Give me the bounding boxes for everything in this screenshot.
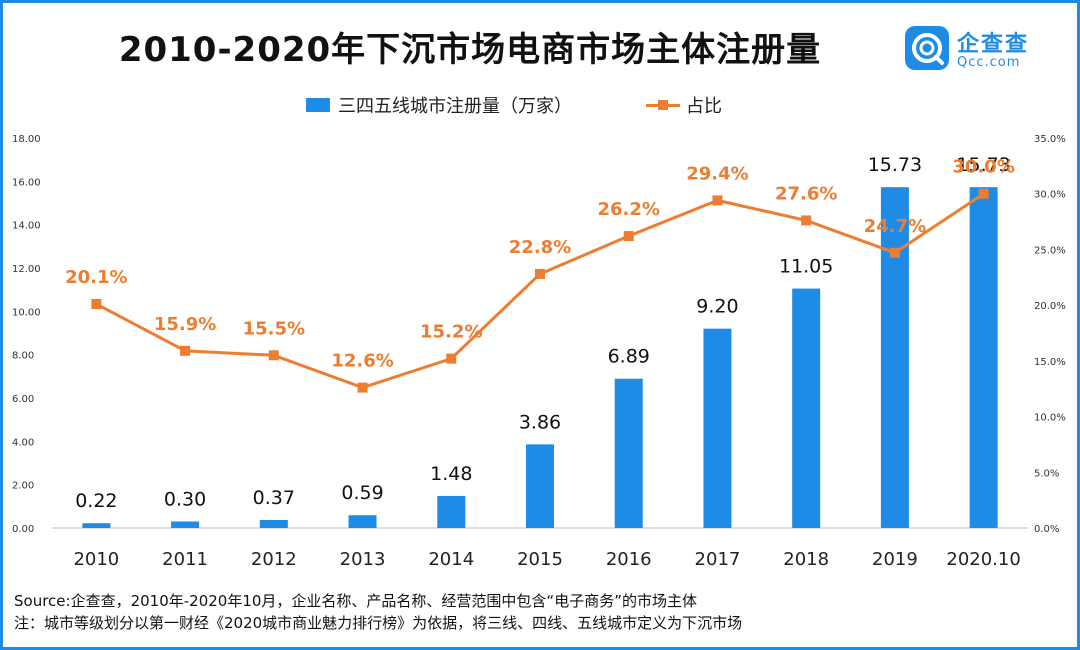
x-tick-label: 2010	[73, 549, 119, 570]
chart-footer: Source:企查查，2010年-2020年10月，企业名称、产品名称、经营范围…	[14, 590, 742, 634]
share-point	[91, 299, 102, 310]
share-value-label: 29.4%	[686, 163, 748, 184]
bar	[969, 187, 998, 528]
x-tick-label: 2013	[340, 549, 386, 570]
share-point	[623, 231, 634, 242]
y-right-tick-label: 10.0%	[1034, 413, 1066, 424]
brand-logo-icon	[905, 26, 949, 70]
chart-title: 2010-2020年下沉市场电商市场主体注册量	[118, 30, 822, 70]
y-left-tick-label: 8.00	[12, 351, 34, 362]
share-value-label: 15.2%	[420, 322, 482, 343]
x-tick-label: 2017	[695, 549, 741, 570]
y-left-tick-label: 4.00	[12, 437, 34, 448]
y-left-tick-label: 12.00	[12, 264, 41, 275]
share-value-label: 12.6%	[331, 351, 393, 372]
share-value-label: 27.6%	[775, 183, 837, 204]
bar	[792, 288, 821, 528]
share-point	[268, 350, 279, 361]
bar-value-label: 0.59	[341, 482, 383, 504]
brand-logo: 企查查 Qcc.com	[905, 26, 1065, 74]
share-value-label: 22.8%	[509, 237, 571, 258]
x-tick-label: 2018	[783, 549, 829, 570]
legend-item-line: 占比	[646, 93, 722, 117]
share-point	[446, 353, 457, 364]
share-value-label: 24.7%	[864, 216, 926, 237]
bar-value-label: 15.73	[956, 154, 1010, 176]
y-right-tick-label: 35.0%	[1034, 134, 1066, 145]
share-point	[978, 188, 989, 199]
bar	[880, 187, 909, 528]
bar	[614, 378, 643, 528]
share-value-label: 20.1%	[65, 267, 127, 288]
bar	[171, 521, 200, 528]
bar-value-label: 0.22	[75, 490, 117, 512]
y-left-tick-label: 10.00	[12, 307, 41, 318]
y-right-tick-label: 25.0%	[1034, 245, 1066, 256]
brand-name-en: Qcc.com	[957, 55, 1021, 70]
share-line	[95, 192, 985, 390]
y-left-tick-label: 0.00	[12, 524, 34, 535]
y-right-tick-label: 5.0%	[1034, 468, 1059, 479]
bar-value-label: 0.37	[253, 487, 295, 509]
combo-chart: 0.00 2.00 4.00 6.00 8.00 10.00 12.00 14.00 16.00…	[12, 134, 1066, 570]
x-tick-label: 2020.10	[946, 549, 1020, 570]
legend-bar-label: 三四五线城市注册量（万家）	[338, 96, 572, 117]
y-right-tick-label: 0.0%	[1034, 524, 1059, 535]
share-point	[801, 215, 812, 226]
bar	[437, 495, 466, 528]
x-tick-label: 2011	[162, 549, 208, 570]
x-tick-label: 2019	[872, 549, 918, 570]
share-point	[889, 247, 900, 258]
y-left-tick-label: 16.00	[12, 177, 41, 188]
y-left-tick-label: 14.00	[12, 221, 41, 232]
y-right-tick-label: 30.0%	[1034, 190, 1066, 201]
bar-value-label: 11.05	[779, 256, 833, 278]
bar-value-label: 9.20	[696, 296, 738, 318]
bar-value-label: 0.30	[164, 489, 206, 511]
bar-value-label: 6.89	[608, 346, 650, 368]
share-point	[535, 268, 545, 279]
share-point	[180, 345, 191, 356]
bar	[526, 444, 554, 528]
share-value-label: 15.9%	[154, 314, 216, 335]
legend-line-swatch	[646, 98, 680, 112]
bar	[82, 523, 111, 528]
share-point	[357, 382, 368, 393]
y-left-tick-label: 2.00	[12, 481, 34, 492]
definition-note: 注：城市等级划分以第一财经《2020城市商业魅力排行榜》为依据，将三线、四线、五…	[14, 614, 743, 632]
bar-value-label: 3.86	[519, 411, 561, 433]
y-right-tick-label: 20.0%	[1034, 301, 1066, 312]
y-left-tick-label: 18.00	[12, 134, 41, 145]
share-value-label: 26.2%	[598, 199, 660, 220]
brand-name-cn: 企查查	[957, 32, 1030, 57]
share-value-label: 15.5%	[243, 318, 305, 339]
chart-legend: 三四五线城市注册量（万家） 占比	[0, 93, 1080, 117]
x-tick-label: 2014	[428, 549, 474, 570]
bar	[703, 328, 732, 528]
bar-value-label: 1.48	[430, 463, 472, 485]
legend-line-label: 占比	[686, 96, 722, 117]
share-point	[712, 195, 723, 206]
x-tick-label: 2012	[251, 549, 297, 570]
x-tick-label: 2016	[606, 549, 652, 570]
x-tick-label: 2015	[517, 549, 563, 570]
legend-item-bar: 三四五线城市注册量（万家）	[306, 93, 572, 117]
y-left-tick-label: 6.00	[12, 394, 34, 405]
bar-value-label: 15.73	[868, 154, 922, 176]
source-note: Source:企查查，2010年-2020年10月，企业名称、产品名称、经营范围…	[14, 592, 697, 610]
bar	[348, 515, 377, 528]
y-right-tick-label: 15.0%	[1034, 357, 1066, 368]
legend-bar-swatch	[306, 98, 330, 112]
bar	[259, 519, 288, 528]
share-value-label: 30.0%	[952, 157, 1014, 178]
